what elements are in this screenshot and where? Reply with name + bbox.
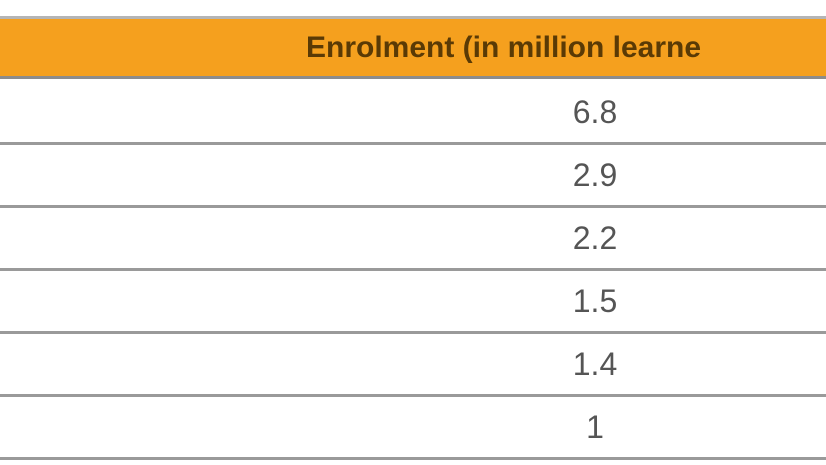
column-header: Enrolment (in million learne [306, 31, 702, 64]
enrolment-value: 1.4 [572, 346, 618, 382]
table-header: Enrolment (in million learne [0, 19, 826, 79]
table-row: 1.4 [0, 334, 826, 397]
table-row: 2.2 [0, 208, 826, 271]
enrolment-value: 1.5 [572, 283, 618, 319]
enrolment-value: 2.2 [572, 220, 618, 256]
enrolment-value: 2.9 [572, 157, 618, 193]
enrolment-value: 1 [586, 409, 604, 445]
enrolment-value: 6.8 [572, 94, 618, 130]
table-row: 2.9 [0, 145, 826, 208]
table-row: 6.8 [0, 82, 826, 145]
table-row: 1.5 [0, 271, 826, 334]
top-border [0, 16, 826, 19]
table-row: 1 [0, 397, 826, 460]
